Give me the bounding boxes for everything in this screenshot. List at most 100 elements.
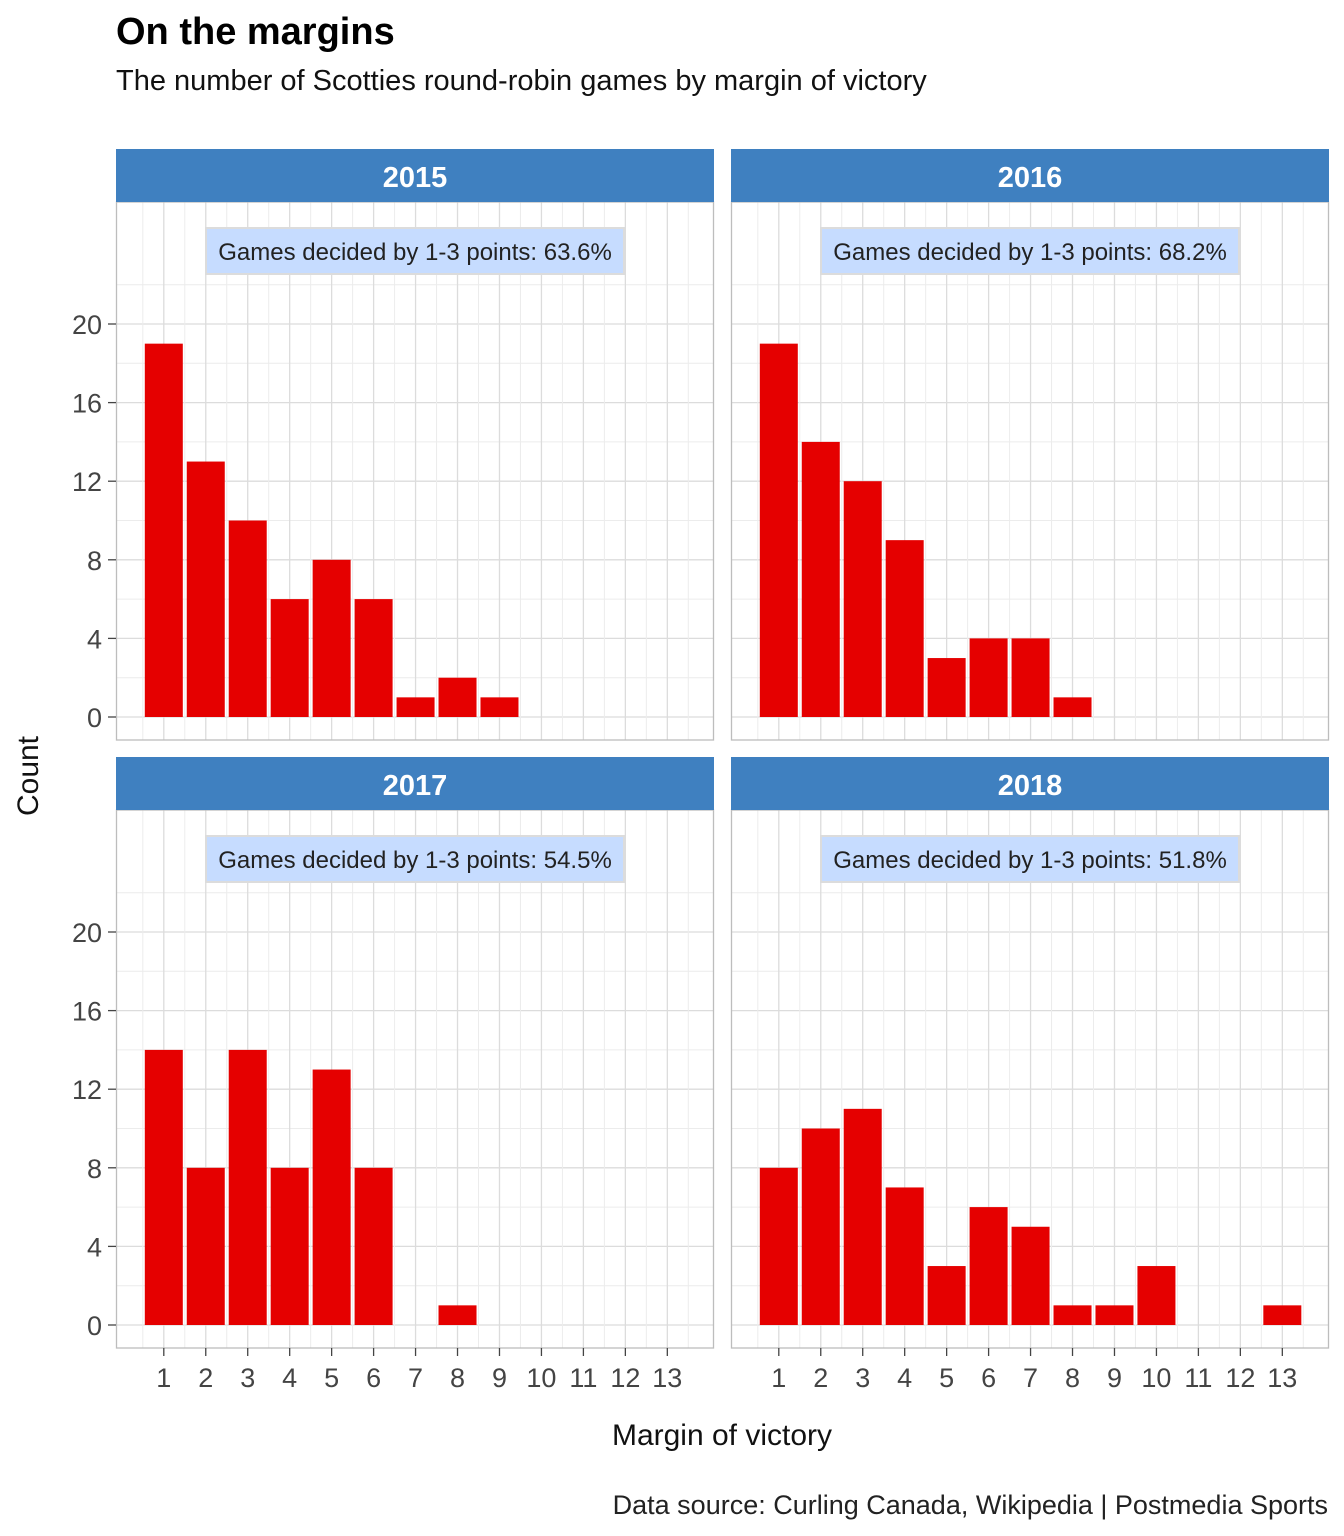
bar-2015-5: [312, 559, 351, 717]
bar-2017-4: [270, 1167, 309, 1325]
x-tick-label: 4: [282, 1363, 297, 1393]
bar-2017-6: [354, 1167, 393, 1325]
annotation-text: Games decided by 1-3 points: 63.6%: [218, 239, 612, 266]
annotation-box: [205, 227, 625, 275]
x-tick-label: 12: [1225, 1363, 1255, 1393]
y-tick-label: 20: [72, 310, 102, 340]
bar-2016-7: [1011, 638, 1050, 717]
bar-2016-4: [885, 540, 924, 717]
x-tick-label: 4: [897, 1363, 912, 1393]
bar-2015-3: [228, 520, 267, 717]
x-tick-label: 1: [156, 1363, 171, 1393]
x-tick-label: 2: [813, 1363, 828, 1393]
bar-2017-2: [186, 1167, 225, 1325]
annotation-box: [205, 835, 625, 883]
facet-strip: [116, 757, 714, 810]
annotation-text: Games decided by 1-3 points: 68.2%: [833, 239, 1227, 266]
y-tick-label: 0: [87, 1311, 102, 1341]
bar-2015-4: [270, 599, 309, 717]
x-tick-label: 11: [1184, 1363, 1212, 1393]
bar-2016-8: [1053, 697, 1092, 717]
x-tick-label: 9: [492, 1363, 507, 1393]
x-tick-label: 10: [1141, 1363, 1171, 1393]
bar-2018-2: [801, 1128, 840, 1325]
annotation-text: Games decided by 1-3 points: 54.5%: [218, 847, 612, 874]
facet-strip: [731, 149, 1329, 202]
bar-2016-2: [801, 441, 840, 717]
bar-2018-10: [1137, 1266, 1176, 1325]
facet-strip: [731, 757, 1329, 810]
bar-2018-13: [1263, 1305, 1302, 1325]
y-tick-label: 12: [72, 467, 102, 497]
facet-strip: [116, 149, 714, 202]
bar-2017-1: [144, 1049, 183, 1325]
facet-label: 2015: [383, 162, 448, 194]
panel-2016: 2016 Games decided by 1-3 points: 68.2%: [730, 149, 1330, 741]
caption: Data source: Curling Canada, Wikipedia |…: [613, 1490, 1328, 1520]
x-tick-label: 1: [771, 1363, 786, 1393]
bar-2015-1: [144, 343, 183, 717]
y-tick-label: 4: [87, 624, 102, 654]
x-tick-label: 5: [939, 1363, 954, 1393]
x-tick-label: 3: [855, 1363, 870, 1393]
y-tick-label: 12: [72, 1075, 102, 1105]
bar-2018-9: [1095, 1305, 1134, 1325]
x-tick-label: 6: [981, 1363, 996, 1393]
bar-2015-6: [354, 599, 393, 717]
y-tick-label: 16: [72, 997, 102, 1027]
bar-2016-5: [927, 658, 966, 717]
x-tick-label: 5: [324, 1363, 339, 1393]
x-tick-label: 8: [450, 1363, 465, 1393]
bar-2018-7: [1011, 1226, 1050, 1325]
bar-2018-6: [969, 1207, 1008, 1325]
bar-2018-1: [759, 1167, 798, 1325]
bar-2016-6: [969, 638, 1008, 717]
x-tick-label: 9: [1107, 1363, 1122, 1393]
bar-2016-3: [843, 481, 882, 717]
bar-2018-4: [885, 1187, 924, 1325]
panel-2018: 2018 Games decided by 1-3 points: 51.8% 1 2…: [730, 757, 1330, 1393]
x-tick-label: 3: [240, 1363, 255, 1393]
x-tick-label: 10: [526, 1363, 556, 1393]
y-axis-title: Count: [12, 735, 45, 816]
x-tick-label: 11: [569, 1363, 597, 1393]
y-tick-label: 4: [87, 1232, 102, 1262]
y-tick-label: 20: [72, 918, 102, 948]
y-tick-label: 8: [87, 546, 102, 576]
x-tick-label: 13: [652, 1363, 682, 1393]
bar-2018-3: [843, 1108, 882, 1325]
x-tick-label: 2: [198, 1363, 213, 1393]
bar-2018-5: [927, 1266, 966, 1325]
bar-2015-8: [438, 677, 477, 717]
x-tick-label: 7: [1023, 1363, 1038, 1393]
y-tick-label: 8: [87, 1154, 102, 1184]
facet-label: 2017: [383, 770, 448, 802]
annotation-text: Games decided by 1-3 points: 51.8%: [833, 847, 1227, 874]
facet-label: 2018: [998, 770, 1063, 802]
x-tick-label: 12: [610, 1363, 640, 1393]
x-tick-label: 6: [366, 1363, 381, 1393]
annotation-box: [820, 227, 1240, 275]
bar-2015-9: [480, 697, 519, 717]
chart-title: On the margins: [116, 11, 395, 53]
bar-2017-3: [228, 1049, 267, 1325]
x-tick-label: 13: [1267, 1363, 1297, 1393]
y-tick-label: 16: [72, 389, 102, 419]
x-tick-label: 8: [1065, 1363, 1080, 1393]
annotation-box: [820, 835, 1240, 883]
facet-label: 2016: [998, 162, 1063, 194]
bar-2015-2: [186, 461, 225, 717]
x-tick-label: 7: [408, 1363, 423, 1393]
bar-2015-7: [396, 697, 435, 717]
bar-2017-8: [438, 1305, 477, 1325]
bar-2018-8: [1053, 1305, 1092, 1325]
panel-2015: 2015 Games decided by 1-3 points: 63.6% 0 4…: [72, 149, 715, 741]
bar-2016-1: [759, 343, 798, 717]
chart-subtitle: The number of Scotties round-robin games…: [116, 65, 927, 97]
bar-2017-5: [312, 1069, 351, 1325]
y-tick-label: 0: [87, 703, 102, 733]
x-axis-title: Margin of victory: [612, 1419, 832, 1452]
